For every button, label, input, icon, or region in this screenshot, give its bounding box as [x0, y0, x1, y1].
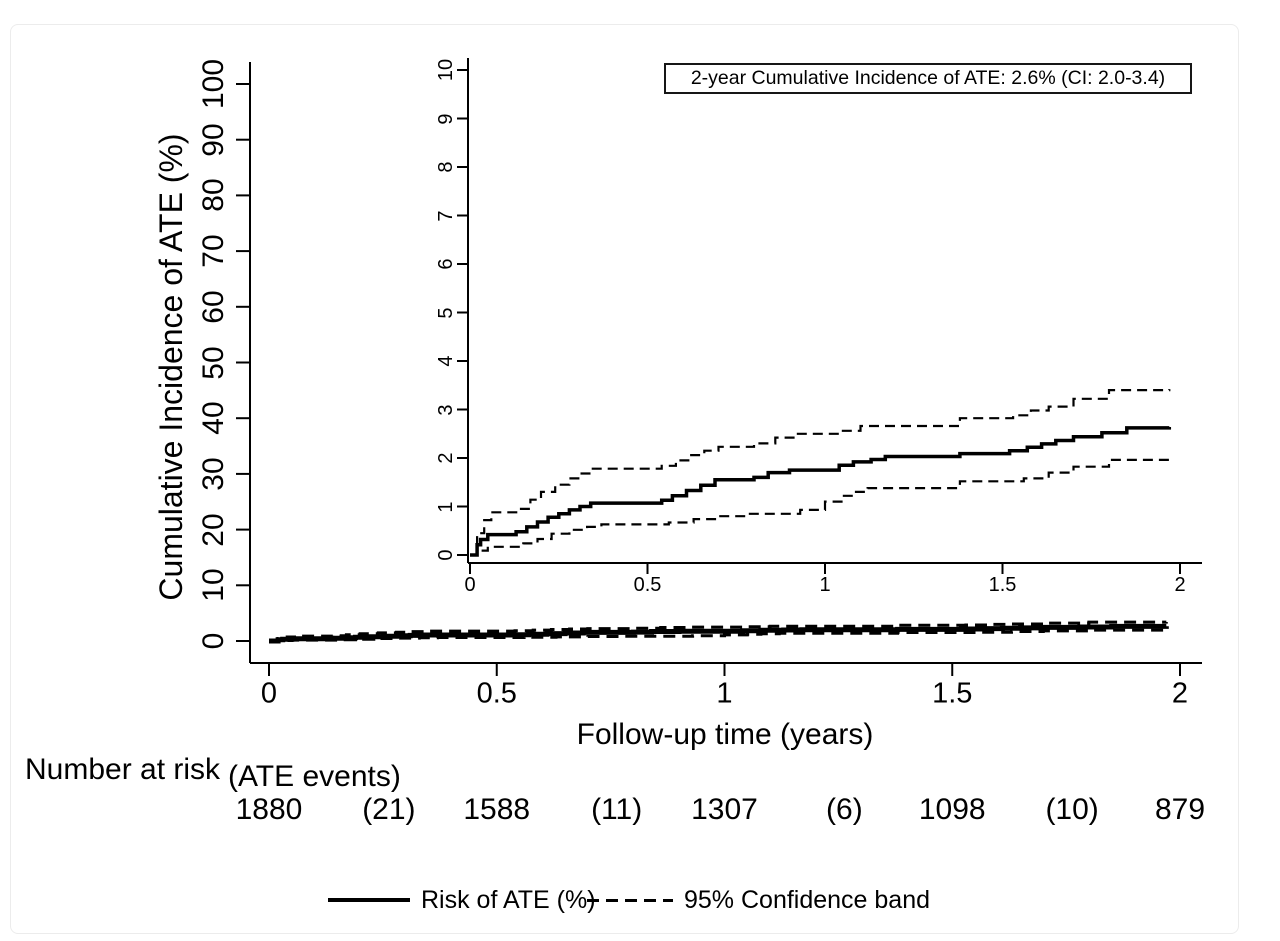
legend-label-ci: 95% Confidence band	[684, 885, 931, 914]
annotation-text: 2-year Cumulative Incidence of ATE: 2.6%…	[690, 67, 1166, 89]
curve-95-ci-lower	[269, 628, 1168, 643]
main-y-tick-label: 20	[197, 512, 230, 547]
inset-x-tick-label: 2	[1174, 574, 1186, 596]
main-y-tick-label: 60	[197, 290, 230, 324]
legend: Risk of ATE (%) 95% Confidence band	[0, 884, 1280, 918]
inset-y-tick-label: 9	[435, 112, 457, 125]
inset-y-tick-label: 7	[435, 209, 457, 222]
inset-y-tick-label: 5	[435, 306, 457, 319]
legend-label-risk: Risk of ATE (%)	[421, 885, 596, 914]
events-count: (6)	[826, 793, 863, 826]
events-count: (11)	[591, 793, 643, 826]
solid-line-swatch	[328, 898, 410, 902]
curve-risk-of-ate-	[269, 623, 1169, 644]
inset-y-tick-label: 3	[435, 403, 457, 416]
curve-95-ci-upper	[269, 620, 1168, 643]
legend-item-ci: 95% Confidence band	[587, 884, 930, 916]
main-x-axis-title: Follow-up time (years)	[576, 718, 874, 751]
legend-item-risk: Risk of ATE (%)	[328, 884, 596, 916]
inset-y-tick-label: 0	[435, 549, 457, 561]
curve-risk-of-ate-	[470, 426, 1172, 557]
main-y-tick-label: 90	[197, 123, 230, 157]
number-at-risk-label: Number at risk	[25, 753, 221, 786]
curve-95-ci-lower	[470, 458, 1171, 557]
main-x-tick-label: 2	[1171, 677, 1189, 710]
main-y-tick-label: 50	[197, 345, 230, 380]
main-y-tick-label: 0	[197, 632, 230, 650]
annotation-box: 2-year Cumulative Incidence of ATE: 2.6%…	[664, 63, 1192, 94]
main-x-tick-label: 0.5	[476, 677, 517, 710]
at-risk-count: 1307	[691, 793, 758, 826]
inset-x-tick-label: 1	[819, 574, 831, 596]
main-y-tick-label: 10	[197, 568, 230, 602]
dashed-line-swatch	[587, 898, 673, 902]
ate-events-label: (ATE events)	[228, 760, 401, 793]
main-x-tick-label: 1	[716, 677, 733, 710]
inset-y-tick-label: 10	[435, 58, 457, 82]
main-y-axis-title: Cumulative Incidence of ATE (%)	[153, 133, 189, 601]
inset-x-tick-label: 0.5	[633, 574, 662, 596]
main-x-tick-label: 0	[260, 677, 278, 710]
inset-x-tick-label: 0	[464, 574, 476, 596]
inset-y-tick-label: 1	[435, 500, 457, 513]
events-count: (21)	[362, 793, 416, 826]
at-risk-count: 1880	[235, 793, 303, 826]
main-y-tick-label: 70	[197, 234, 230, 268]
at-risk-count: 1098	[918, 793, 986, 826]
inset-y-tick-label: 2	[435, 452, 457, 464]
events-count: (10)	[1045, 793, 1099, 826]
inset-y-tick-label: 8	[435, 161, 457, 173]
inset-y-tick-label: 6	[435, 258, 457, 270]
inset-y-tick-label: 4	[435, 355, 457, 367]
inset-x-tick-label: 1.5	[988, 574, 1017, 596]
at-risk-count: 1588	[463, 793, 531, 826]
main-y-tick-label: 100	[197, 58, 230, 110]
main-y-tick-label: 40	[197, 401, 230, 435]
main-y-tick-label: 30	[197, 457, 230, 491]
main-x-tick-label: 1.5	[932, 677, 973, 710]
main-y-tick-label: 80	[197, 178, 230, 213]
at-risk-count: 879	[1154, 793, 1206, 826]
